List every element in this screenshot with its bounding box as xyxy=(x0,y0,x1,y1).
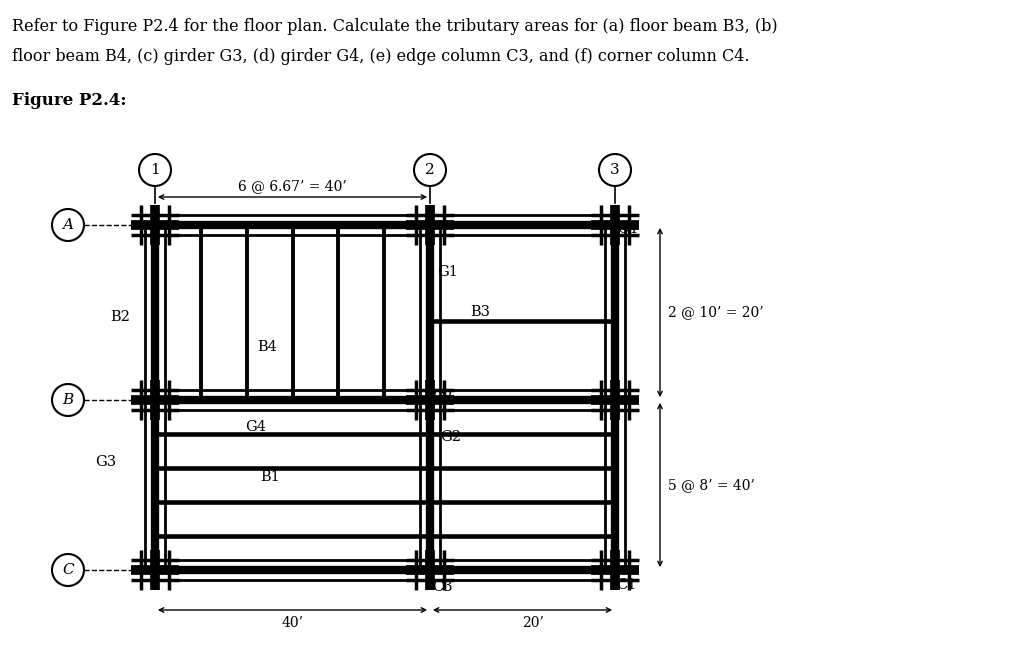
Text: B2: B2 xyxy=(110,310,130,324)
Text: Refer to Figure P2.4 for the floor plan. Calculate the tributary areas for (a) f: Refer to Figure P2.4 for the floor plan.… xyxy=(12,18,777,35)
Text: B3: B3 xyxy=(470,305,490,319)
Text: C3: C3 xyxy=(432,580,453,594)
Text: 5 @ 8’ = 40’: 5 @ 8’ = 40’ xyxy=(668,478,755,492)
Text: G1: G1 xyxy=(437,265,458,279)
Text: C4: C4 xyxy=(617,222,638,236)
Text: 2: 2 xyxy=(425,163,435,177)
Text: C: C xyxy=(62,563,74,577)
Text: floor beam B4, (c) girder G3, (d) girder G4, (e) edge column C3, and (f) corner : floor beam B4, (c) girder G3, (d) girder… xyxy=(12,48,750,65)
Text: G2: G2 xyxy=(440,430,461,444)
Text: 20’: 20’ xyxy=(522,616,545,630)
Text: Figure P2.4:: Figure P2.4: xyxy=(12,92,127,109)
Text: B4: B4 xyxy=(257,340,276,354)
Text: B: B xyxy=(62,393,74,407)
Text: B1: B1 xyxy=(260,470,280,484)
Text: 1: 1 xyxy=(151,163,160,177)
Text: C1: C1 xyxy=(616,578,636,592)
Text: G4: G4 xyxy=(245,420,266,434)
Text: 40’: 40’ xyxy=(282,616,303,630)
Text: 3: 3 xyxy=(610,163,620,177)
Text: G3: G3 xyxy=(95,455,116,469)
Text: 2 @ 10’ = 20’: 2 @ 10’ = 20’ xyxy=(668,305,764,320)
Text: 6 @ 6.67’ = 40’: 6 @ 6.67’ = 40’ xyxy=(239,179,347,193)
Text: A: A xyxy=(62,218,74,232)
Text: C2: C2 xyxy=(432,390,453,404)
